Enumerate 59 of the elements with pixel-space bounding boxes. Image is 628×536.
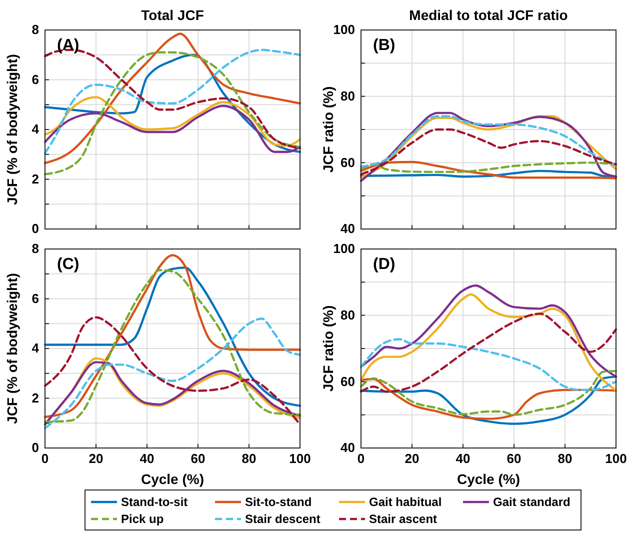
legend-label: Stair ascent bbox=[369, 512, 438, 526]
legend-label: Sit-to-stand bbox=[245, 495, 312, 509]
chart-title: Total JCF bbox=[141, 7, 204, 23]
legend-label: Gait habitual bbox=[369, 495, 442, 509]
x-tick-label: 60 bbox=[506, 451, 522, 466]
y-tick-label: 60 bbox=[340, 154, 355, 170]
y-tick-label: 0 bbox=[32, 221, 39, 236]
annotation: (C) bbox=[57, 256, 80, 273]
x-tick-label: 100 bbox=[289, 451, 311, 466]
y-tick-label: 80 bbox=[340, 88, 355, 104]
line-series bbox=[360, 312, 618, 393]
legend-label: Stair descent bbox=[245, 512, 320, 526]
y-tick-label: 60 bbox=[340, 374, 355, 389]
line-series bbox=[44, 32, 302, 164]
line-series bbox=[360, 293, 618, 392]
y-axis-title: JCF (% of bodyweight) bbox=[4, 273, 20, 424]
line-series bbox=[360, 160, 618, 180]
x-axis-title: Cycle (%) bbox=[456, 471, 520, 487]
annotation: (D) bbox=[373, 256, 396, 273]
chart-title: Medial to total JCF ratio bbox=[409, 7, 568, 23]
line-series bbox=[360, 284, 618, 378]
y-tick-label: 4 bbox=[32, 122, 40, 137]
line-series bbox=[360, 128, 618, 176]
y-tick-label: 8 bbox=[32, 241, 39, 256]
legend-label: Stand-to-sit bbox=[121, 495, 188, 509]
y-tick-label: 8 bbox=[32, 22, 39, 38]
y-axis-title: JCF (% of bodyweight) bbox=[4, 54, 20, 205]
y-tick-label: 100 bbox=[333, 22, 355, 38]
y-tick-label: 40 bbox=[340, 440, 355, 456]
line-series bbox=[44, 96, 302, 147]
y-tick-label: 6 bbox=[32, 72, 39, 87]
line-series bbox=[360, 162, 618, 174]
y-tick-label: 0 bbox=[32, 440, 39, 456]
legend-label: Pick up bbox=[121, 512, 164, 526]
x-tick-label: 60 bbox=[190, 451, 206, 466]
x-tick-label: 100 bbox=[605, 451, 627, 466]
y-tick-label: 4 bbox=[32, 340, 40, 356]
x-tick-label: 80 bbox=[558, 451, 572, 466]
y-tick-label: 80 bbox=[340, 307, 355, 322]
y-axis-title: JCF ratio (%) bbox=[320, 86, 336, 173]
line-series bbox=[44, 104, 302, 153]
legend-label: Gait standard bbox=[493, 495, 570, 509]
y-tick-label: 6 bbox=[32, 290, 39, 306]
x-axis-title: Cycle (%) bbox=[140, 471, 204, 487]
x-tick-label: 80 bbox=[242, 451, 256, 466]
x-tick-label: 20 bbox=[88, 451, 104, 466]
x-tick-label: 40 bbox=[140, 451, 154, 466]
y-tick-label: 100 bbox=[333, 241, 355, 256]
line-series bbox=[360, 370, 618, 416]
x-tick-label: 40 bbox=[456, 451, 470, 466]
line-series bbox=[360, 115, 618, 168]
annotation: (B) bbox=[373, 37, 396, 54]
line-series bbox=[360, 338, 618, 392]
x-tick-label: 0 bbox=[357, 451, 365, 466]
y-tick-label: 2 bbox=[32, 390, 39, 406]
y-axis-title: JCF ratio (%) bbox=[320, 305, 336, 392]
y-tick-label: 40 bbox=[340, 221, 355, 236]
y-tick-label: 2 bbox=[32, 171, 39, 186]
x-tick-label: 20 bbox=[404, 451, 420, 466]
